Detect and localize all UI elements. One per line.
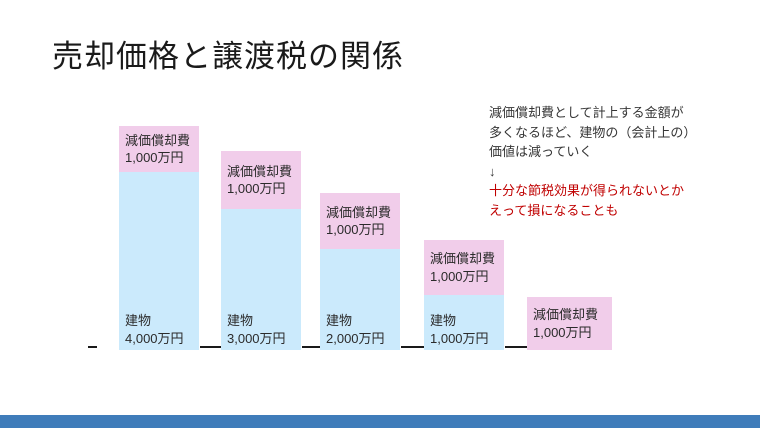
bld-label: 建物 (326, 313, 353, 328)
dep-value: 1,000万円 (125, 150, 184, 165)
annotation-text-block: 減価償却費として計上する金額が 多くなるほど、建物の（会計上の） 価値は減っていく ↓… (489, 103, 719, 220)
slide-title: 売却価格と譲渡税の関係 (52, 39, 404, 74)
dep-value: 1,000万円 (227, 181, 286, 196)
depreciation-segment: 減価償却費 1,000万円 (424, 240, 504, 295)
stacked-bar: 減価償却費 1,000万円 建物 2,000万円 (320, 193, 400, 350)
dep-value: 1,000万円 (430, 268, 489, 284)
axis-baseline-segment (88, 346, 97, 348)
dep-label: 減価償却費 (227, 163, 293, 179)
bld-value: 3,000万円 (227, 330, 286, 346)
building-segment: 建物 4,000万円 (119, 172, 199, 350)
building-text: 建物 4,000万円 (125, 312, 184, 347)
building-text: 建物 1,000万円 (430, 312, 489, 347)
bld-label: 建物 (430, 313, 457, 328)
stacked-bar: 減価償却費 1,000万円 建物 1,000万円 (424, 240, 504, 350)
bld-label: 建物 (227, 313, 254, 328)
dep-value: 1,000万円 (533, 324, 592, 340)
building-segment: 建物 3,000万円 (221, 209, 301, 350)
axis-baseline-segment (505, 346, 527, 348)
dep-label: 減価償却費 (326, 204, 392, 220)
dep-label: 減価償却費 (430, 251, 496, 266)
depreciation-segment: 減価償却費 1,000万円 (119, 126, 199, 172)
bld-value: 4,000万円 (125, 330, 184, 346)
note-line: ↓ (489, 163, 496, 179)
stacked-bar: 減価償却費 1,000万円 建物 3,000万円 (221, 151, 301, 350)
building-segment: 建物 1,000万円 (424, 295, 504, 350)
axis-baseline-segment (200, 346, 221, 348)
depreciation-segment: 減価償却費 1,000万円 (527, 297, 612, 350)
note-line-warning: えって損になることも (489, 202, 619, 218)
footer-accent-bar (0, 415, 760, 428)
note-line-warning: 十分な節税効果が得られないとか (489, 183, 685, 198)
bld-value: 1,000万円 (430, 330, 489, 346)
dep-label: 減価償却費 (125, 132, 191, 148)
dep-value: 1,000万円 (326, 222, 385, 237)
stacked-bar: 減価償却費 1,000万円 建物 4,000万円 (119, 126, 199, 350)
building-segment: 建物 2,000万円 (320, 249, 400, 350)
bld-label: 建物 (125, 313, 152, 328)
dep-label: 減価償却費 (533, 307, 599, 322)
note-line: 減価償却費として計上する金額が (489, 105, 684, 120)
building-text: 建物 2,000万円 (326, 312, 385, 347)
depreciation-segment: 減価償却費 1,000万円 (221, 151, 301, 209)
building-text: 建物 3,000万円 (227, 312, 286, 347)
stacked-bar: 減価償却費 1,000万円 (527, 297, 612, 350)
note-line: 多くなるほど、建物の（会計上の） (489, 124, 697, 140)
note-line: 価値は減っていく (489, 144, 593, 159)
depreciation-segment: 減価償却費 1,000万円 (320, 193, 400, 249)
bld-value: 2,000万円 (326, 330, 385, 346)
axis-baseline-segment (302, 346, 320, 348)
axis-baseline-segment (401, 346, 424, 348)
